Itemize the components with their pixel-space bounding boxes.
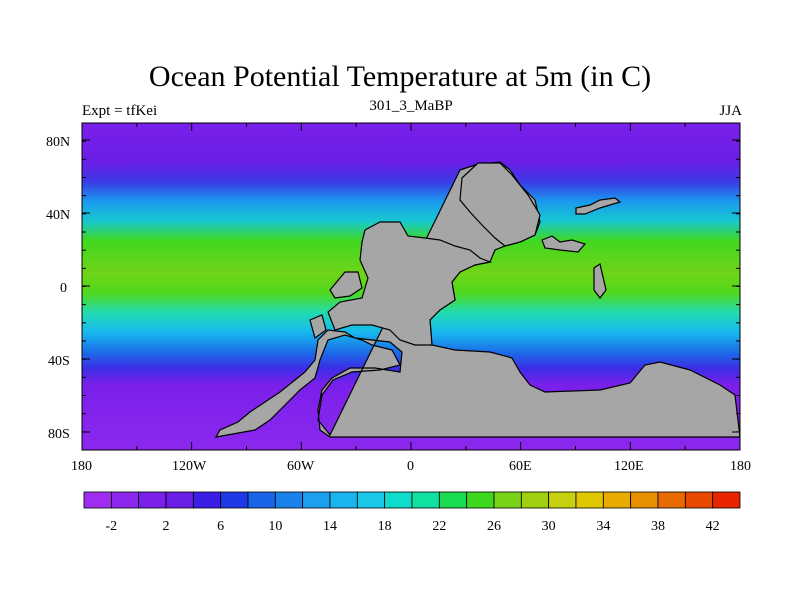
colorbar-swatch bbox=[602, 491, 632, 509]
x-tick-180w: 180 bbox=[71, 459, 92, 474]
colorbar-label: 10 bbox=[268, 519, 282, 534]
colorbar-label: 34 bbox=[596, 519, 610, 534]
season-label: JJA bbox=[719, 103, 742, 119]
colorbar-swatch bbox=[630, 491, 659, 509]
colorbar-label: 14 bbox=[323, 519, 337, 534]
colorbar-label: 6 bbox=[217, 519, 224, 534]
colorbar-label: -2 bbox=[105, 519, 117, 534]
x-tick-60w: 60W bbox=[287, 459, 315, 474]
colorbar-swatch bbox=[192, 491, 222, 509]
colorbar-swatch bbox=[466, 491, 495, 509]
colorbar-swatch bbox=[220, 491, 249, 509]
colorbar-swatch bbox=[247, 491, 276, 509]
colorbar-swatch bbox=[548, 491, 577, 509]
colorbar-swatch bbox=[575, 491, 604, 509]
colorbar-swatch bbox=[384, 491, 413, 509]
colorbar-swatch bbox=[110, 491, 140, 509]
land-masses bbox=[214, 161, 741, 438]
colorbar-label: 2 bbox=[163, 519, 170, 534]
map-title: Ocean Potential Temperature at 5m (in C) bbox=[148, 60, 652, 93]
colorbar-label: 30 bbox=[542, 519, 556, 534]
experiment-label: Expt = tfKei bbox=[82, 103, 158, 119]
colorbar-swatch bbox=[274, 491, 304, 509]
island-east bbox=[575, 197, 622, 215]
colorbar-swatch bbox=[438, 491, 468, 509]
colorbar-label: 18 bbox=[378, 519, 392, 534]
y-tick-80S: 80S bbox=[48, 427, 70, 442]
x-tick-60e: 60E bbox=[509, 459, 532, 474]
colorbar-swatch bbox=[356, 491, 386, 509]
colorbar-swatch bbox=[329, 491, 358, 509]
island-equatorial bbox=[593, 263, 607, 299]
island-west bbox=[329, 271, 363, 299]
colorbar-swatch bbox=[493, 491, 522, 509]
colorbar bbox=[83, 491, 741, 509]
island-west-strip bbox=[309, 314, 327, 339]
run-label: 301_3_MaBP bbox=[369, 98, 453, 114]
colorbar-swatch bbox=[520, 491, 550, 509]
colorbar-swatch bbox=[165, 491, 194, 509]
colorbar-label: 42 bbox=[706, 519, 720, 534]
x-tick-120w: 120W bbox=[172, 459, 207, 474]
colorbar-labels: -2 2 6 10 14 18 22 26 30 34 38 42 bbox=[105, 519, 719, 534]
colorbar-label: 38 bbox=[651, 519, 665, 534]
y-tick-40S: 40S bbox=[48, 354, 70, 369]
y-tick-0: 0 bbox=[60, 281, 67, 296]
y-tick-40N: 40N bbox=[46, 208, 70, 223]
land-mass-north bbox=[459, 162, 541, 247]
axis-ticks bbox=[81, 122, 741, 451]
colorbar-swatch bbox=[684, 491, 714, 509]
colorbar-label: 22 bbox=[432, 519, 446, 534]
x-tick-120e: 120E bbox=[614, 459, 644, 474]
colorbar-swatch bbox=[712, 491, 741, 509]
colorbar-swatch bbox=[302, 491, 331, 509]
x-tick-180e: 180 bbox=[730, 459, 751, 474]
island-east-small bbox=[541, 235, 587, 253]
land-mass-americas bbox=[327, 221, 493, 346]
y-tick-80N: 80N bbox=[46, 135, 70, 150]
colorbar-swatch bbox=[138, 491, 167, 509]
x-tick-0: 0 bbox=[407, 459, 414, 474]
colorbar-swatch bbox=[411, 491, 440, 509]
colorbar-label: 26 bbox=[487, 519, 501, 534]
colorbar-swatch bbox=[657, 491, 686, 509]
colorbar-swatch bbox=[83, 491, 112, 509]
